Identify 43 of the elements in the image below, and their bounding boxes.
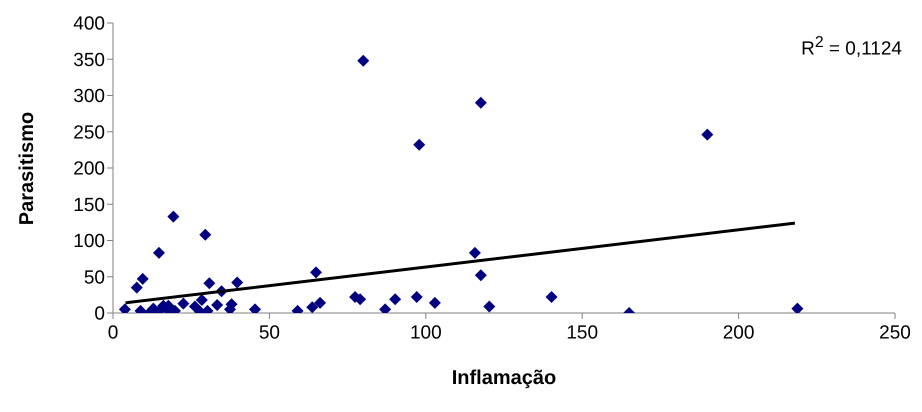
point [177,298,190,310]
y-tick-label: 300 [73,86,105,108]
point [203,277,216,290]
y-tick-label: 100 [73,231,105,252]
annotation: R$^{2}$ = 0,1124 [801,34,902,60]
point [136,272,149,285]
point [546,291,558,304]
point [130,282,143,294]
point [199,228,212,241]
y-tick-label: 350 [73,50,105,71]
x-tick-label: 150 [566,322,598,344]
point [428,296,441,309]
point [413,138,426,151]
point [306,301,318,313]
point [196,294,208,306]
x-tick-label: 100 [410,322,442,344]
x-tick-label: 250 [879,322,911,344]
point [314,296,326,309]
y-axis-title: Parasitismo [16,111,40,225]
point [483,300,496,312]
point [468,246,481,259]
point [410,291,423,304]
x-tick-label: 200 [722,322,754,344]
y-tick-label: 200 [73,158,105,180]
point [167,210,180,223]
x-axis-title: Inflamação [452,367,556,389]
point [474,269,487,282]
point [389,293,402,306]
y-tick-label: 0 [94,304,105,325]
y-tick-label: 50 [84,267,105,288]
point [357,54,370,67]
point [474,96,487,109]
point [310,266,322,278]
y-tick-label: 150 [73,194,105,216]
point [701,128,714,141]
point [791,302,804,313]
y-tick-label: 250 [73,122,105,144]
point [152,246,165,259]
x-tick-label: 0 [108,322,118,344]
x-tick-label: 50 [258,322,280,344]
point [231,276,244,289]
y-tick-label: 400 [73,14,105,35]
point [211,299,224,312]
